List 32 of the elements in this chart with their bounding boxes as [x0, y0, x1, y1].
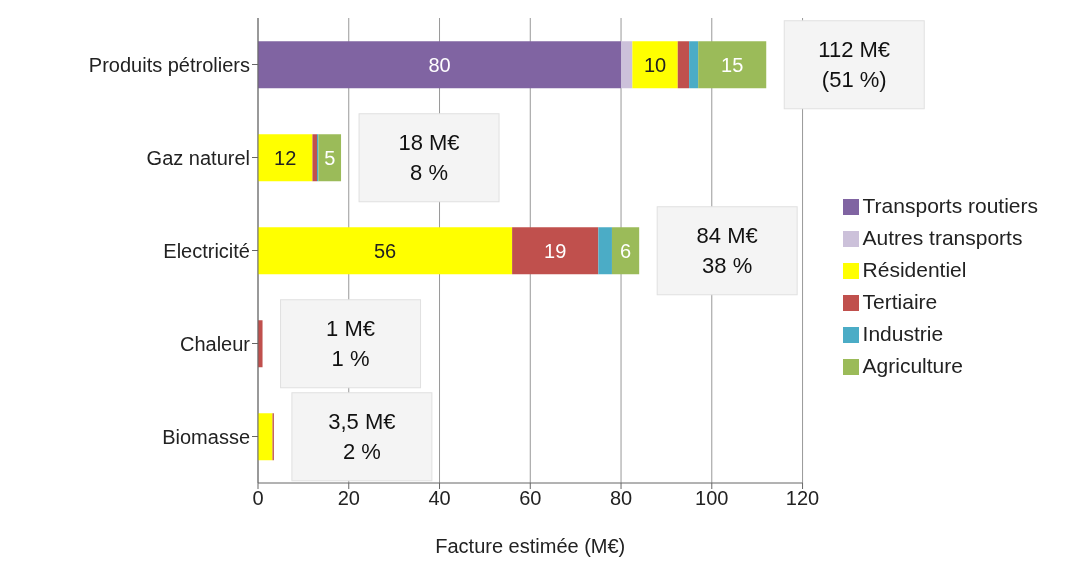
x-tick-label: 40 — [428, 487, 451, 510]
legend-label: Agriculture — [862, 353, 963, 377]
total-label: 1 M€ 1 % — [326, 315, 375, 371]
y-tick-label: Electricité — [163, 239, 250, 262]
legend-label: Industrie — [862, 321, 944, 345]
data-label: 56 — [373, 239, 397, 262]
total-label: 112 M€ (51 %) — [818, 36, 891, 92]
total-label: 18 M€ 8 % — [398, 129, 460, 185]
data-label: 10 — [643, 53, 667, 76]
x-axis-title: Facture estimée (M€) — [435, 535, 626, 557]
total-label: 3,5 M€ 2 % — [328, 408, 396, 464]
legend-label: Résidentiel — [862, 257, 967, 281]
data-label: 12 — [274, 146, 297, 169]
x-tick-label: 120 — [785, 487, 820, 510]
y-tick-label: Chaleur — [179, 332, 251, 355]
legend-label: Transports routiers — [862, 193, 1038, 217]
data-label: 80 — [428, 53, 451, 76]
y-tick-label: Gaz naturel — [146, 146, 250, 169]
y-tick-label: Produits pétroliers — [88, 53, 250, 76]
data-label: 6 — [620, 239, 632, 262]
y-tick-label: Biomasse — [162, 425, 250, 448]
data-label: 19 — [544, 239, 567, 262]
x-tick-label: 20 — [337, 487, 360, 510]
data-label: 5 — [324, 146, 336, 169]
legend-label: Tertiaire — [862, 289, 938, 313]
data-label: 15 — [721, 53, 744, 76]
legend-label: Autres transports — [862, 225, 1023, 249]
x-tick-label: 100 — [695, 487, 729, 510]
x-tick-label: 0 — [252, 487, 264, 510]
x-tick-label: 80 — [609, 487, 633, 510]
total-label: 84 M€ 38 % — [696, 222, 758, 278]
x-tick-label: 60 — [519, 487, 542, 510]
